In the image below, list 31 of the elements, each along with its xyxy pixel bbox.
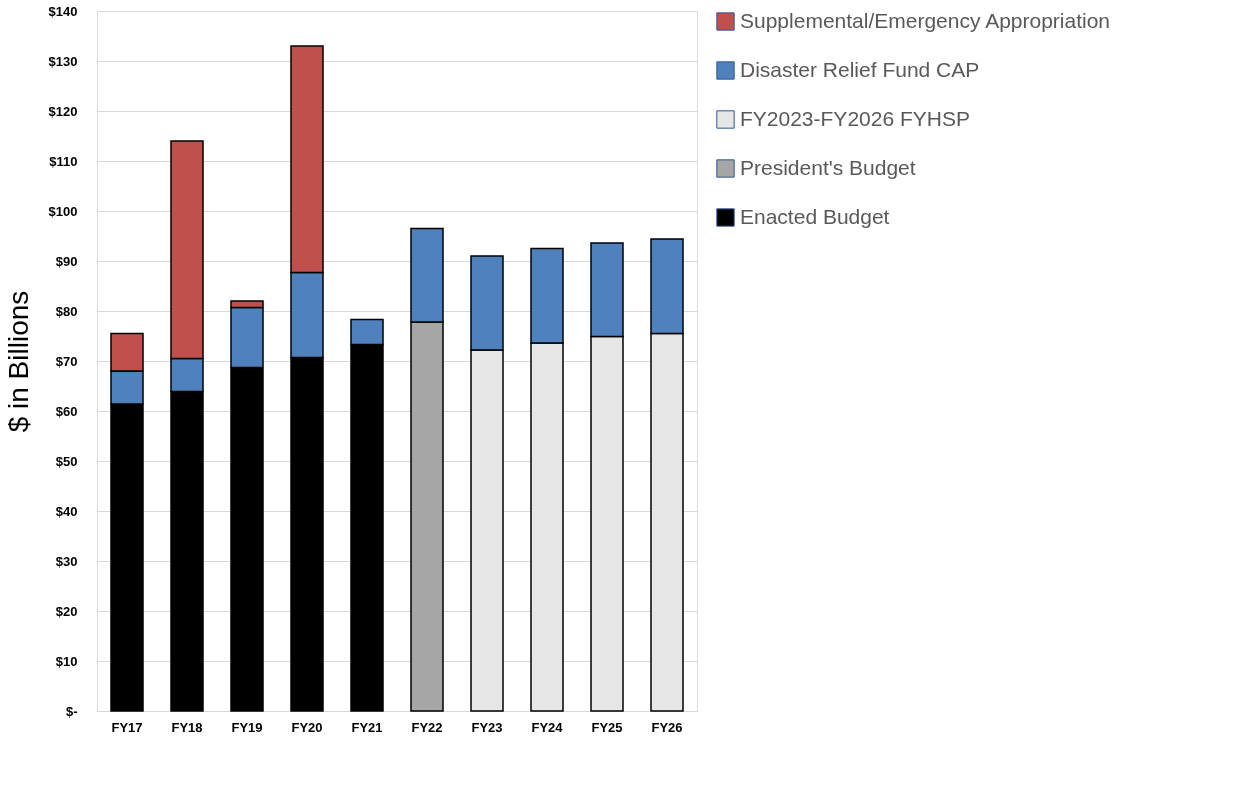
y-tick-label: $40 [55,503,78,519]
x-tick-label: FY26 [651,719,683,735]
y-tick-label: $60 [55,403,78,419]
x-tick-label: FY24 [531,719,564,735]
legend-label: Disaster Relief Fund CAP [740,57,980,81]
legend-label: Enacted Budget [740,204,890,228]
x-tick-label: FY21 [351,719,383,735]
y-tick-label: $- [65,703,78,719]
x-tick-label: FY20 [291,719,323,735]
y-tick-label: $110 [49,153,78,169]
y-tick-label: $50 [55,453,78,469]
legend-label: President's Budget [740,155,916,179]
y-tick-label: $90 [55,253,78,269]
y-axis-title: $ in Billions [2,290,34,433]
y-tick-label: $80 [55,303,78,319]
y-tick-label: $20 [55,603,78,619]
legend-label: Supplemental/Emergency Appropriation [740,8,1111,32]
y-tick-label: $10 [55,653,78,669]
y-tick-label: $70 [55,353,78,369]
legend-label: FY2023-FY2026 FYHSP [740,106,970,130]
x-tick-label: FY17 [111,719,143,735]
x-tick-label: FY25 [591,719,623,735]
y-tick-label: $100 [48,203,78,219]
x-tick-label: FY23 [471,719,503,735]
y-tick-label: $120 [48,103,78,119]
y-tick-label: $130 [48,53,78,69]
y-tick-label: $140 [48,3,78,19]
y-tick-label: $30 [55,553,78,569]
x-tick-label: FY22 [411,719,443,735]
x-tick-label: FY19 [231,719,263,735]
x-tick-label: FY18 [171,719,203,735]
